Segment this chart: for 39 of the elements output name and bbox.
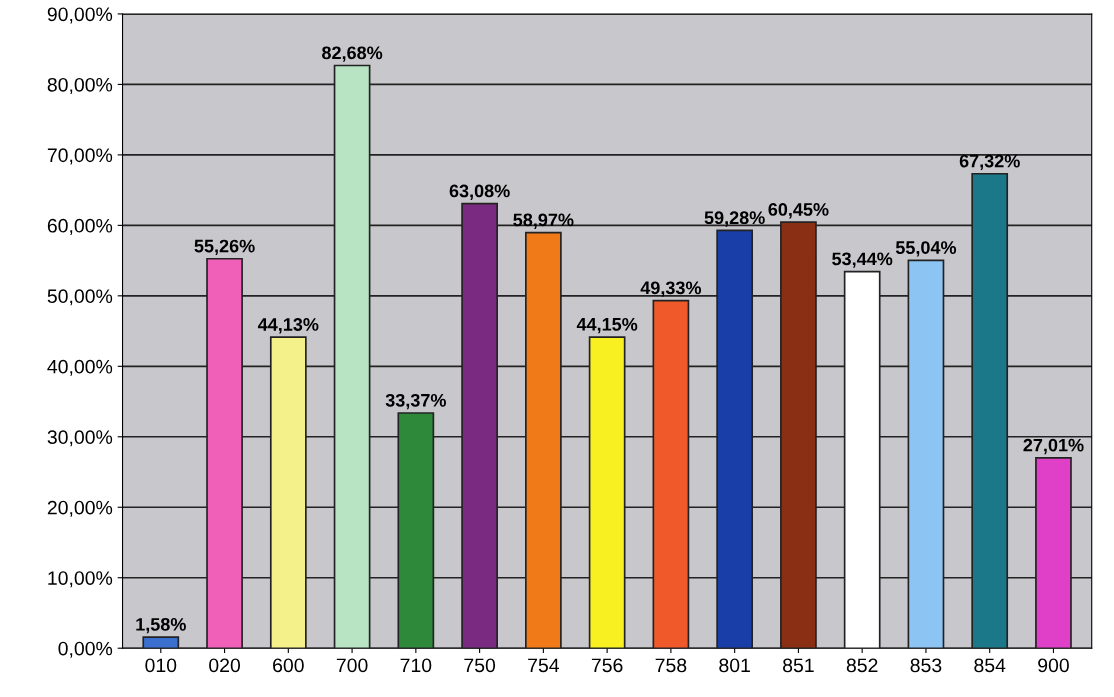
data-label: 44,15% [576, 317, 638, 334]
data-label: 44,13% [257, 318, 319, 334]
x-tick-label: 853 [910, 658, 942, 673]
data-label: 27,01% [1023, 438, 1084, 455]
x-tick-label: 758 [655, 658, 687, 673]
data-label: 82,68% [322, 46, 383, 62]
y-tick-label: 70,00% [47, 148, 113, 165]
y-tick-label: 20,00% [47, 500, 113, 517]
x-tick-label: 900 [1038, 658, 1069, 673]
data-label: 33,37% [385, 393, 446, 410]
y-tick-label: 40,00% [47, 359, 113, 376]
data-label: 55,26% [194, 239, 255, 256]
x-tick-label: 700 [336, 658, 368, 673]
y-tick-label: 10,00% [48, 571, 113, 588]
x-tick-label: 756 [591, 658, 623, 673]
data-label: 59,28% [704, 211, 765, 227]
data-label: 55,04% [895, 241, 957, 257]
x-tick-label: 020 [209, 658, 241, 673]
x-tick-label: 851 [783, 658, 814, 673]
x-tick-label: 710 [400, 658, 432, 673]
data-label: 1,58% [136, 617, 186, 634]
y-tick-label: 60,00% [47, 218, 113, 235]
data-label: 67,32% [959, 154, 1020, 171]
x-tick-label: 754 [528, 658, 560, 673]
x-tick-label: 750 [464, 658, 496, 673]
x-tick-label: 801 [719, 658, 750, 673]
data-label: 49,33% [640, 281, 702, 297]
y-tick-label: 90,00% [47, 7, 113, 24]
y-tick-label: 0,00% [58, 641, 113, 658]
x-tick-label: 600 [273, 658, 304, 673]
y-tick-label: 30,00% [47, 430, 113, 447]
data-label: 53,44% [832, 252, 893, 268]
data-label: 60,45% [768, 203, 829, 219]
x-tick-label: 852 [846, 658, 878, 673]
x-tick-label: 854 [974, 658, 1006, 673]
x-tick-label: 010 [145, 658, 177, 673]
y-tick-label: 80,00% [47, 77, 113, 94]
data-label: 63,08% [449, 184, 510, 200]
y-tick-label: 50,00% [47, 289, 113, 306]
